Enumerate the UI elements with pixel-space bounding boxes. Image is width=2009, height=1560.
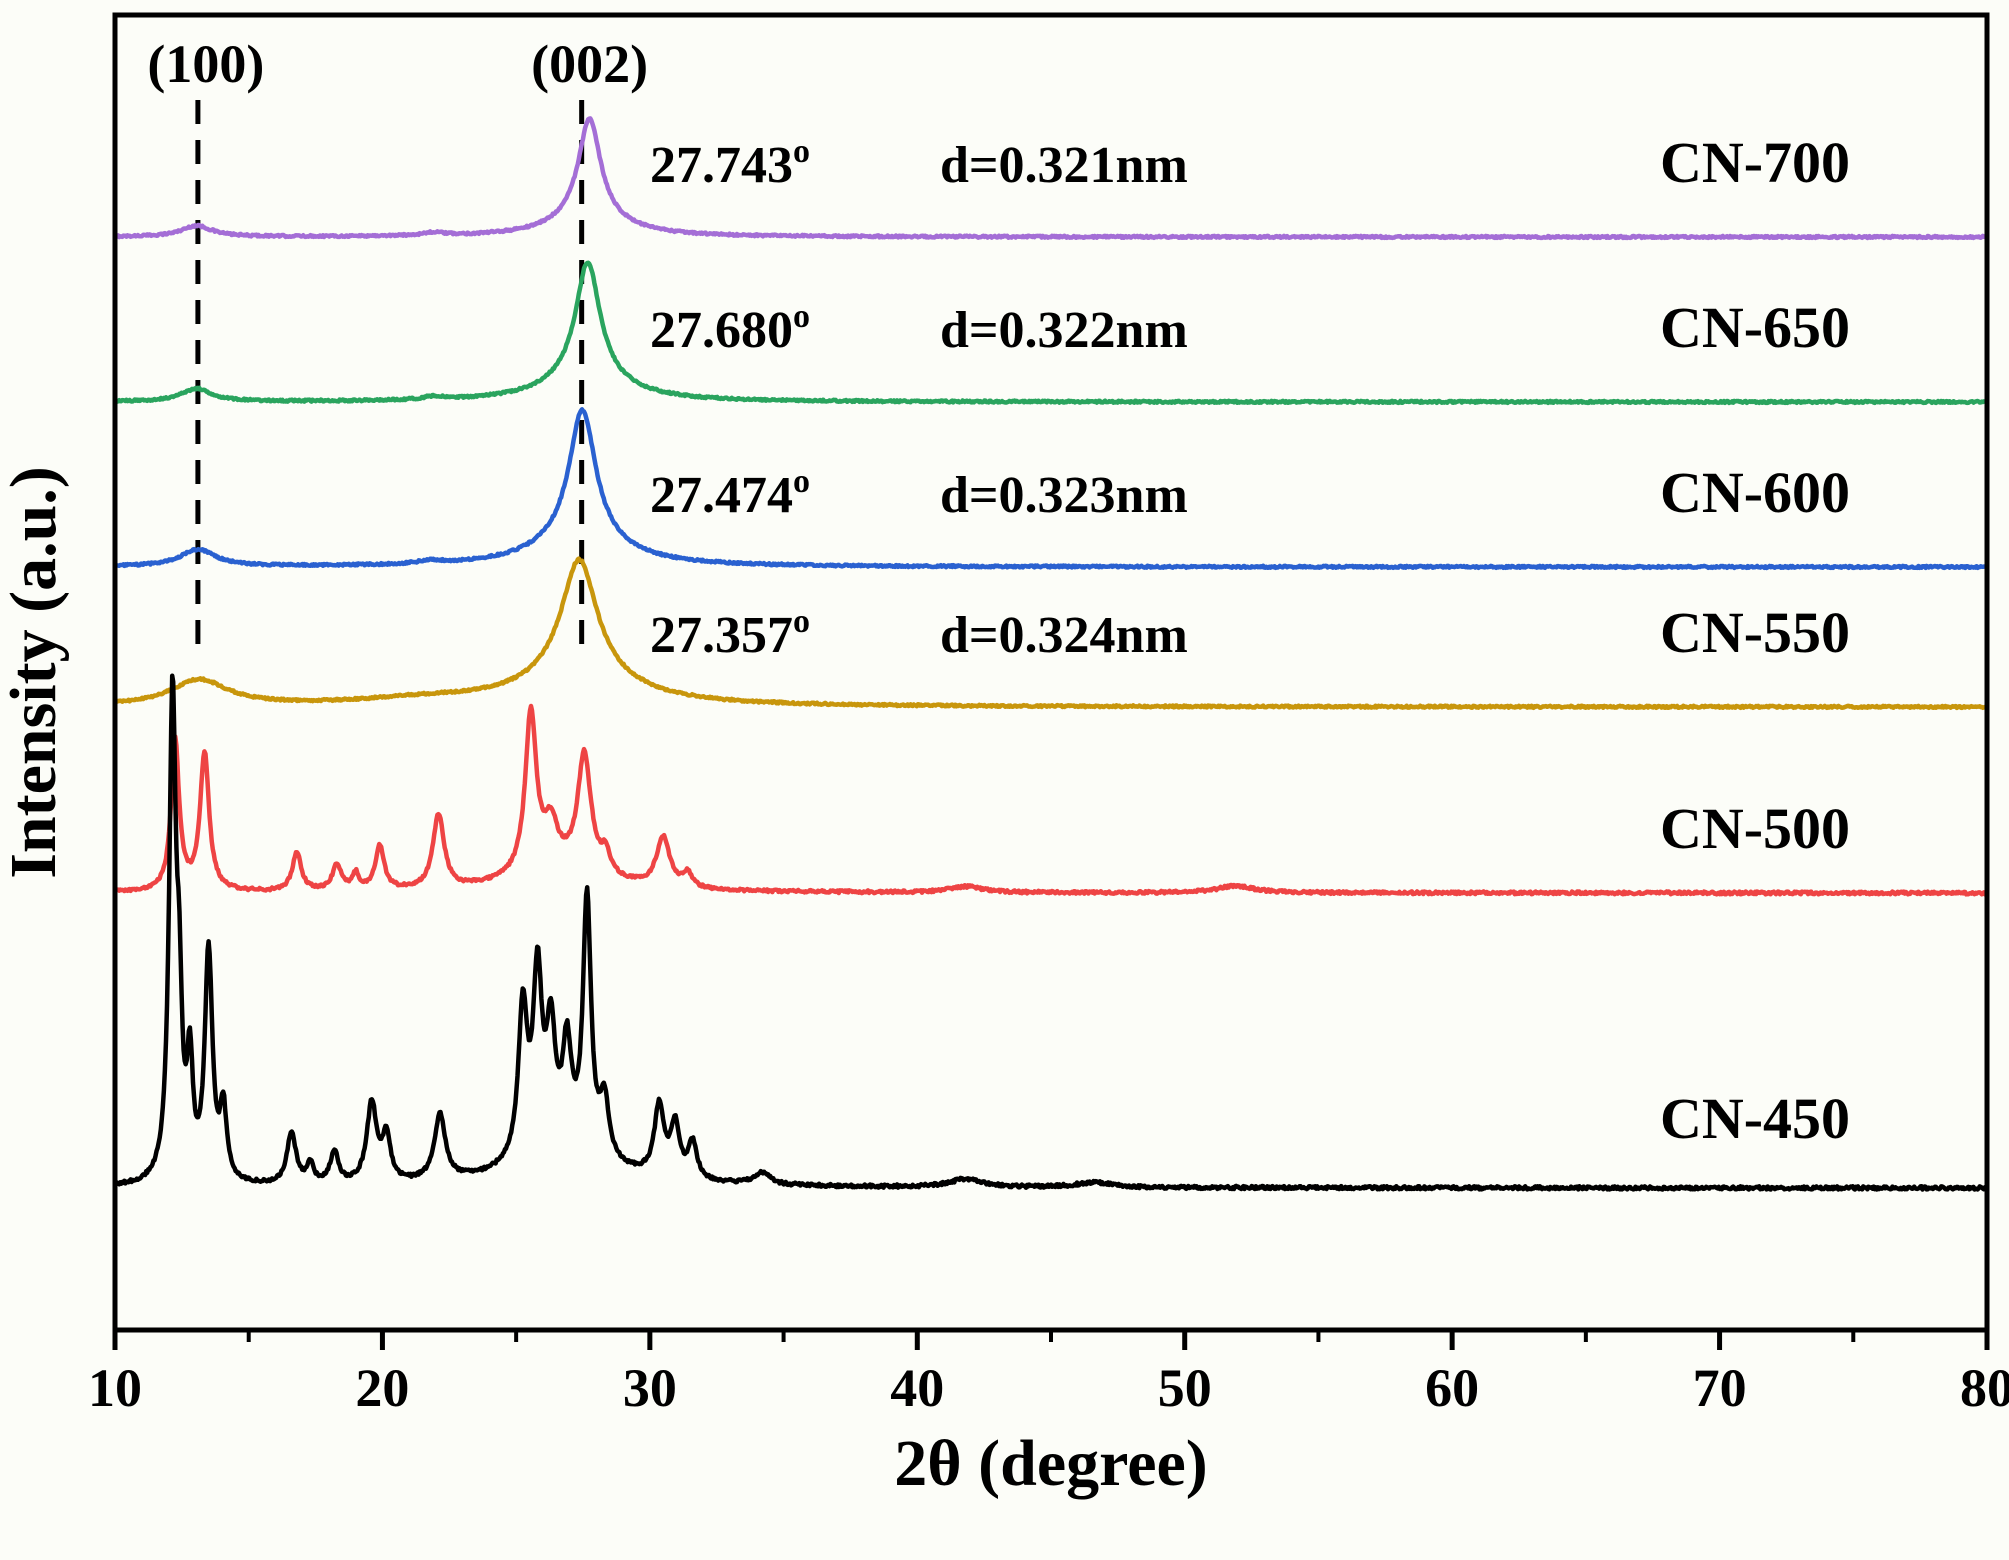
x-tick-label-10: 10 <box>88 1358 142 1418</box>
x-tick-label-40: 40 <box>890 1358 944 1418</box>
x-tick-label-30: 30 <box>623 1358 677 1418</box>
x-tick-label-20: 20 <box>355 1358 409 1418</box>
series-label-CN-500: CN-500 <box>1660 796 1850 861</box>
y-axis-label: Intensity (a.u.) <box>0 466 70 879</box>
plane-label-1: (002) <box>531 34 648 94</box>
annotation-angle-CN-600: 27.474o <box>650 463 810 524</box>
series-label-CN-600: CN-600 <box>1660 460 1850 525</box>
series-path-CN-700 <box>113 116 1989 241</box>
annotation-angle-CN-550: 27.357o <box>650 603 810 664</box>
plane-label-0: (100) <box>147 34 264 94</box>
series-label-CN-450: CN-450 <box>1660 1086 1850 1151</box>
annotation-angle-CN-700: 27.743o <box>650 133 810 194</box>
annotation-angle-CN-650: 27.680o <box>650 298 810 359</box>
series-path-CN-550 <box>113 556 1989 711</box>
series-label-CN-550: CN-550 <box>1660 600 1850 665</box>
annotation-dspacing-CN-600: d=0.323nm <box>940 467 1188 524</box>
annotation-dspacing-CN-650: d=0.322nm <box>940 302 1188 359</box>
x-axis-label: 2θ (degree) <box>894 1427 1208 1500</box>
series-path-CN-650 <box>113 260 1989 406</box>
x-tick-label-80: 80 <box>1960 1358 2009 1418</box>
series-path-CN-600 <box>113 407 1989 571</box>
annotation-dspacing-CN-700: d=0.321nm <box>940 137 1188 194</box>
x-tick-label-50: 50 <box>1158 1358 1212 1418</box>
x-tick-label-60: 60 <box>1425 1358 1479 1418</box>
annotation-dspacing-CN-550: d=0.324nm <box>940 607 1188 664</box>
x-tick-label-70: 70 <box>1693 1358 1747 1418</box>
series-path-CN-450 <box>113 673 1989 1192</box>
series-path-CN-500 <box>112 703 1989 897</box>
series-label-CN-650: CN-650 <box>1660 295 1850 360</box>
series-label-CN-700: CN-700 <box>1660 130 1850 195</box>
